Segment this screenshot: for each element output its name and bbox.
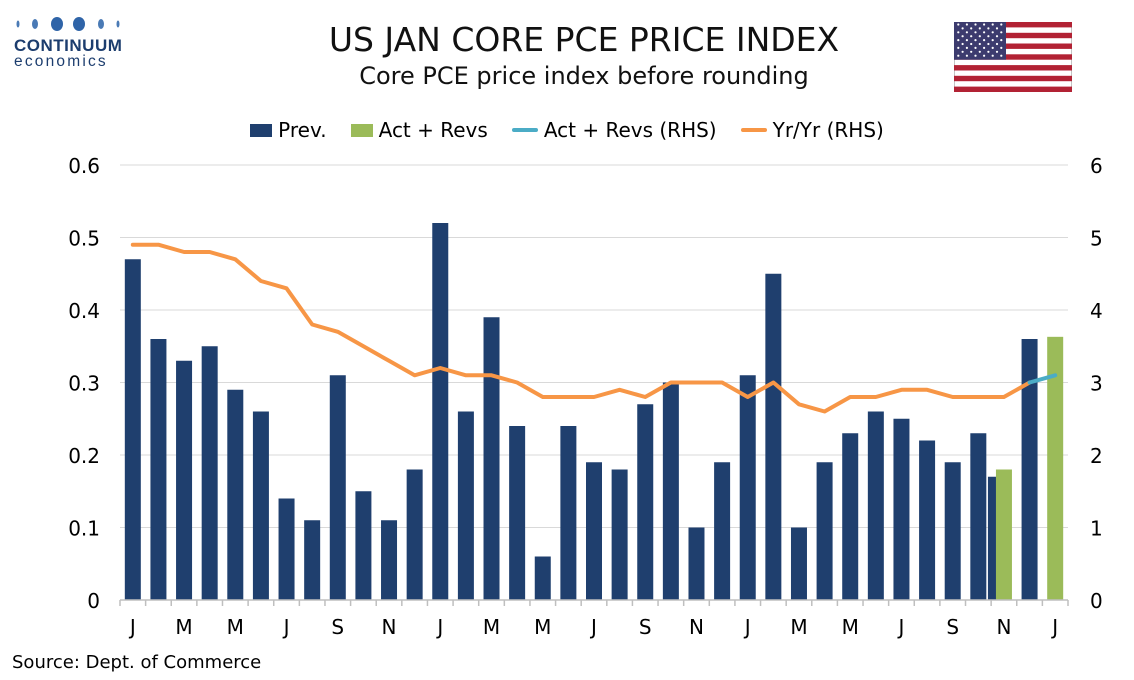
x-tick-label: M [534, 615, 551, 639]
bar-prev [560, 426, 577, 600]
logo-dots-icon [16, 17, 120, 31]
bar-prev [765, 273, 782, 600]
x-tick-label: J [897, 615, 905, 639]
logo-name: CONTINUUM [14, 36, 123, 55]
bar-prev [987, 476, 997, 600]
source-note: Source: Dept. of Commerce [12, 652, 262, 673]
x-tick-label: M [227, 615, 244, 639]
bar-prev [483, 317, 500, 600]
legend-label-yoy: Yr/Yr (RHS) [772, 118, 884, 142]
x-tick-label: N [689, 615, 704, 639]
bar-prev [150, 339, 167, 600]
legend-label-act: Act + Revs [378, 118, 488, 142]
x-tick-label: N [996, 615, 1011, 639]
bar-prev [406, 469, 423, 600]
bar-prev [688, 527, 705, 600]
legend-swatch-act [350, 123, 373, 137]
bar-act-revs [995, 469, 1012, 600]
line-act-revs-rhs [1027, 373, 1058, 385]
line-yr-yr [130, 242, 1032, 414]
x-tick-label: M [790, 615, 807, 639]
y-tick-label: 0 [87, 589, 100, 613]
x-tick-label: J [743, 615, 751, 639]
x-tick-label: M [842, 615, 859, 639]
legend-item-act-rhs: Act + Revs (RHS) [511, 118, 717, 142]
y2-tick-label: 4 [1090, 299, 1103, 323]
legend-item-prev: Prev. [250, 118, 327, 142]
y2-tick-label: 3 [1090, 372, 1103, 396]
x-tick-label: J [1050, 615, 1058, 639]
chart-title: US JAN CORE PCE PRICE INDEX [328, 20, 840, 59]
y2-tick-label: 1 [1090, 517, 1103, 541]
bar-prev [355, 491, 372, 600]
bar-prev [278, 498, 295, 600]
bar-prev [381, 520, 398, 600]
x-tick-label: M [175, 615, 192, 639]
bar-prev [201, 346, 218, 600]
bar-prev [867, 411, 884, 600]
bar-act-revs [1047, 336, 1064, 600]
bar-prev [970, 433, 987, 600]
y2-tick-label: 0 [1090, 589, 1103, 613]
x-tick-label: J [282, 615, 290, 639]
logo: CONTINUUM economics [14, 14, 134, 71]
y-tick-label: 0.1 [68, 517, 100, 541]
bar-prev [329, 375, 346, 600]
legend-item-yoy: Yr/Yr (RHS) [740, 118, 884, 142]
logo-sub: economics [14, 53, 108, 70]
x-tick-label: S [331, 615, 344, 639]
x-tick-label: J [435, 615, 443, 639]
bar-prev [790, 527, 807, 600]
legend-swatch-yoy [740, 128, 767, 132]
y2-tick-label: 6 [1090, 154, 1103, 178]
bar-prev [1021, 339, 1038, 600]
x-tick-label: J [128, 615, 136, 639]
x-tick-label: S [946, 615, 959, 639]
y-tick-label: 0.4 [68, 299, 100, 323]
bar-prev [944, 462, 961, 600]
bar-prev [124, 259, 141, 600]
legend: Prev. Act + Revs Act + Revs (RHS) Yr/Yr … [0, 118, 1134, 142]
y-tick-label: 0.5 [68, 227, 100, 251]
chart-subtitle: Core PCE price index before rounding [359, 62, 809, 90]
x-tick-label: J [589, 615, 597, 639]
y2-tick-label: 2 [1090, 444, 1103, 468]
bar-prev [662, 382, 679, 600]
bar-prev [432, 223, 449, 600]
bar-prev [816, 462, 833, 600]
bar-prev [919, 440, 936, 600]
bar-prev [739, 375, 756, 600]
legend-label-act-rhs: Act + Revs (RHS) [543, 118, 717, 142]
legend-label-prev: Prev. [278, 118, 327, 142]
bar-prev [842, 433, 859, 600]
bar-prev [304, 520, 321, 600]
bar-prev [509, 426, 526, 600]
bar-prev [893, 418, 910, 600]
bar-prev [176, 360, 193, 600]
bar-prev [637, 404, 654, 600]
y-tick-label: 0.3 [68, 372, 100, 396]
bar-prev [611, 469, 628, 600]
x-tick-label: M [483, 615, 500, 639]
bar-prev [714, 462, 731, 600]
legend-swatch-prev [250, 123, 273, 137]
us-flag-icon [954, 22, 1072, 92]
bar-prev [227, 389, 244, 600]
bar-prev [534, 556, 551, 600]
y-tick-label: 0.2 [68, 444, 100, 468]
legend-item-act: Act + Revs [350, 118, 488, 142]
x-tick-label: S [639, 615, 652, 639]
bar-prev [457, 411, 474, 600]
legend-swatch-act-rhs [511, 128, 538, 132]
bar-prev [586, 462, 602, 600]
y-tick-label: 0.6 [68, 154, 100, 178]
bar-prev [252, 411, 269, 600]
y2-tick-label: 5 [1090, 227, 1103, 251]
x-tick-label: N [382, 615, 397, 639]
